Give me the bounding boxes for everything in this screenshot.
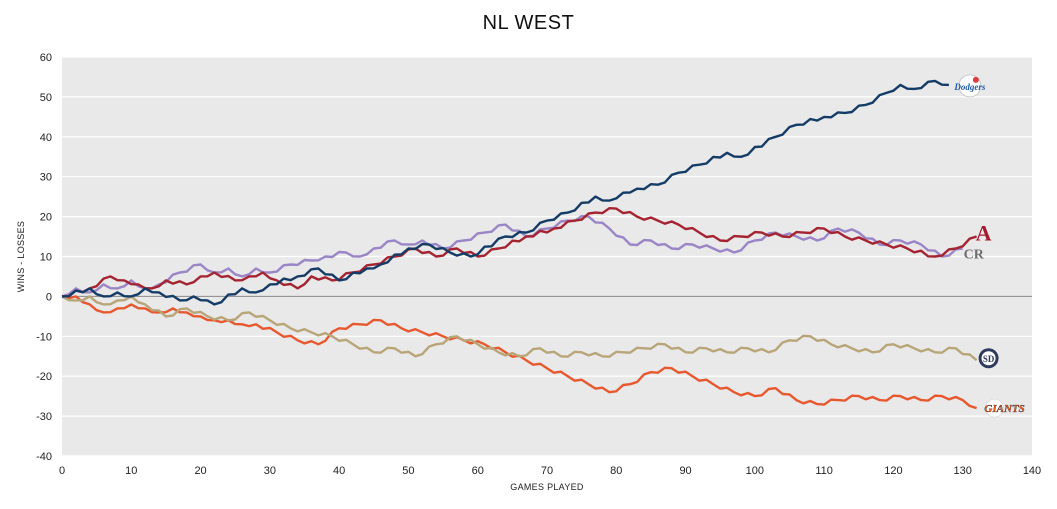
y-tick-label: 10 <box>40 252 52 264</box>
diamondbacks-logo-icon: A <box>976 221 992 246</box>
x-tick-label: 130 <box>954 465 972 477</box>
svg-text:A: A <box>976 221 992 246</box>
y-axis-label: WINS - LOSSES <box>16 221 26 292</box>
x-tick-label: 70 <box>541 465 553 477</box>
x-tick-label: 110 <box>815 465 833 477</box>
x-tick-label: 10 <box>125 465 137 477</box>
dodgers-logo-icon: Dodgers <box>953 74 986 98</box>
y-tick-label: -20 <box>36 371 52 383</box>
x-tick-label: 20 <box>194 465 206 477</box>
y-tick-label: -40 <box>36 451 52 463</box>
series-line-rockies <box>61 214 963 298</box>
x-tick-label: 90 <box>679 465 691 477</box>
x-axis-label: GAMES PLAYED <box>510 482 584 492</box>
series-line-diamondbacks <box>61 207 977 298</box>
x-tick-label: 0 <box>59 465 65 477</box>
gridlines <box>62 56 1032 457</box>
x-tick-label: 60 <box>472 465 484 477</box>
team-logos: Dodgers A CR SD GIANTS <box>953 74 1025 418</box>
rockies-logo-icon: CR <box>964 248 985 263</box>
y-tick-label: 20 <box>40 212 52 224</box>
x-tick-label: 100 <box>746 465 764 477</box>
y-tick-labels: -40 -30 -20 -10 0 10 20 30 40 50 60 <box>36 52 52 463</box>
series-line-padres <box>61 295 978 362</box>
x-tick-label: 140 <box>1023 465 1041 477</box>
svg-text:CR: CR <box>964 248 985 263</box>
series-line-dodgers <box>61 79 949 306</box>
x-tick-label: 50 <box>402 465 414 477</box>
y-tick-label: -10 <box>36 331 52 343</box>
y-tick-label: 60 <box>40 52 52 64</box>
x-tick-label: 120 <box>884 465 902 477</box>
svg-text:Dodgers: Dodgers <box>953 82 985 92</box>
x-tick-labels: 0 10 20 30 40 50 60 70 80 90 100 110 120 130 140 <box>59 465 1041 477</box>
y-tick-label: -30 <box>36 411 52 423</box>
series-lines <box>61 79 978 410</box>
y-tick-label: 50 <box>40 92 52 104</box>
x-tick-label: 30 <box>264 465 276 477</box>
y-tick-label: 30 <box>40 172 52 184</box>
x-tick-label: 40 <box>333 465 345 477</box>
svg-text:GIANTS: GIANTS <box>984 403 1024 415</box>
svg-text:SD: SD <box>983 354 995 364</box>
y-tick-label: 40 <box>40 132 52 144</box>
x-tick-label: 80 <box>610 465 622 477</box>
padres-logo-icon: SD <box>978 348 999 369</box>
chart-title: NL WEST <box>482 12 575 34</box>
y-tick-label: 0 <box>46 291 52 303</box>
giants-logo-icon: GIANTS <box>984 398 1025 418</box>
